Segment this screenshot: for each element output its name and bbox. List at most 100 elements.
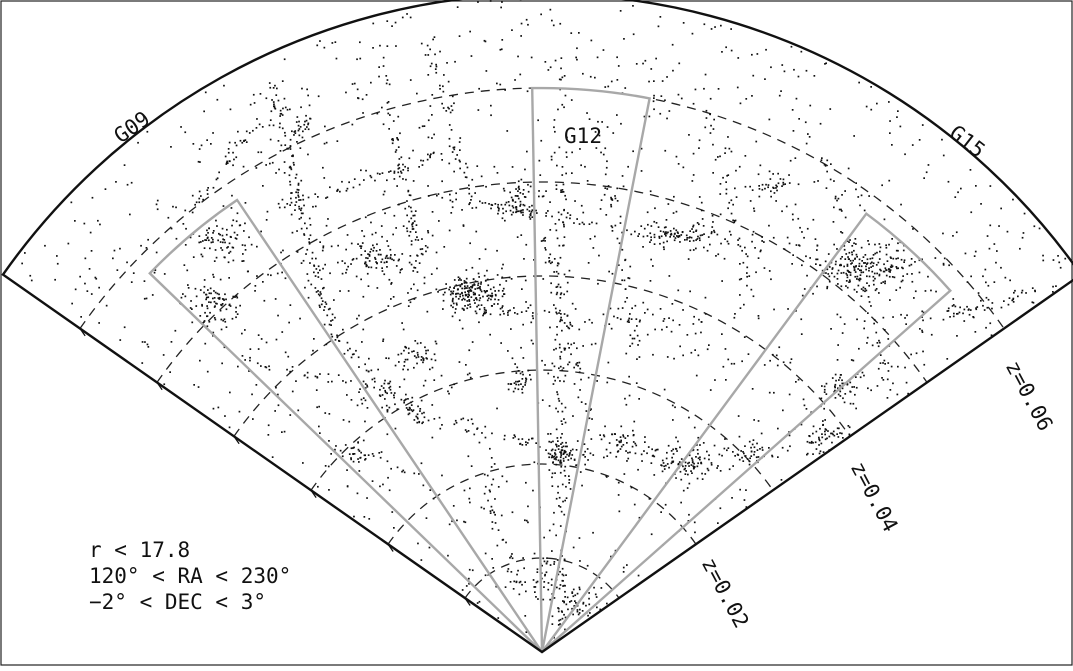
galaxy-point	[409, 157, 411, 159]
galaxy-point	[693, 231, 695, 233]
galaxy-point	[319, 373, 321, 375]
galaxy-point	[661, 329, 663, 331]
galaxy-point	[291, 192, 293, 194]
galaxy-point	[991, 308, 993, 310]
galaxy-point	[517, 313, 519, 315]
galaxy-point	[519, 205, 521, 207]
galaxy-point	[169, 371, 171, 373]
galaxy-point	[289, 414, 291, 416]
galaxy-point	[199, 360, 201, 362]
galaxy-point	[620, 426, 622, 428]
galaxy-point	[297, 410, 299, 412]
galaxy-point	[579, 587, 581, 589]
galaxy-point	[519, 210, 521, 212]
galaxy-point	[738, 415, 740, 417]
galaxy-point	[320, 291, 322, 293]
galaxy-point	[551, 550, 553, 552]
galaxy-point	[220, 247, 222, 249]
galaxy-point	[568, 475, 570, 477]
galaxy-point	[361, 341, 363, 343]
galaxy-point	[302, 462, 304, 464]
galaxy-point	[386, 392, 388, 394]
galaxy-point	[728, 243, 730, 245]
galaxy-point	[201, 145, 203, 147]
galaxy-point	[524, 519, 526, 521]
galaxy-point	[563, 446, 565, 448]
galaxy-point	[776, 355, 778, 357]
galaxy-point	[561, 611, 563, 613]
galaxy-point	[641, 460, 643, 462]
galaxy-point	[527, 506, 529, 508]
galaxy-point	[427, 350, 429, 352]
galaxy-point	[772, 187, 774, 189]
galaxy-point	[537, 598, 539, 600]
galaxy-point	[364, 459, 366, 461]
galaxy-point	[789, 445, 791, 447]
galaxy-point	[214, 301, 216, 303]
galaxy-point	[764, 188, 766, 190]
galaxy-point	[491, 457, 493, 459]
galaxy-point	[305, 253, 307, 255]
galaxy-point	[704, 458, 706, 460]
galaxy-point	[408, 305, 410, 307]
galaxy-point	[456, 303, 458, 305]
galaxy-point	[746, 276, 748, 278]
galaxy-point	[884, 360, 886, 362]
galaxy-point	[206, 230, 208, 232]
galaxy-point	[912, 228, 914, 230]
galaxy-point	[543, 581, 545, 583]
galaxy-point	[647, 235, 649, 237]
galaxy-point	[510, 383, 512, 385]
galaxy-point	[426, 517, 428, 519]
galaxy-point	[307, 154, 309, 156]
galaxy-point	[571, 591, 573, 593]
galaxy-point	[507, 312, 509, 314]
galaxy-point	[509, 557, 511, 559]
galaxy-point	[470, 306, 472, 308]
galaxy-point	[513, 588, 515, 590]
galaxy-point	[395, 151, 397, 153]
galaxy-point	[469, 242, 471, 244]
galaxy-point	[583, 602, 585, 604]
galaxy-point	[561, 433, 563, 435]
galaxy-point	[522, 557, 524, 559]
galaxy-point	[491, 293, 493, 295]
galaxy-point	[381, 407, 383, 409]
galaxy-point	[269, 87, 271, 89]
galaxy-point	[792, 109, 794, 111]
galaxy-point	[720, 25, 722, 27]
galaxy-point	[363, 397, 365, 399]
galaxy-point	[527, 522, 529, 524]
galaxy-point	[413, 473, 415, 475]
galaxy-point	[356, 258, 358, 260]
galaxy-point	[456, 422, 458, 424]
galaxy-point	[786, 206, 788, 208]
galaxy-point	[394, 172, 396, 174]
galaxy-point	[556, 188, 558, 190]
galaxy-point	[453, 171, 455, 173]
galaxy-point	[567, 212, 569, 214]
galaxy-point	[324, 412, 326, 414]
galaxy-point	[432, 211, 434, 213]
galaxy-point	[584, 464, 586, 466]
galaxy-point	[235, 237, 237, 239]
galaxy-point	[906, 314, 908, 316]
galaxy-point	[806, 70, 808, 72]
galaxy-point	[726, 189, 728, 191]
galaxy-point	[307, 377, 309, 379]
galaxy-point	[591, 344, 593, 346]
galaxy-point	[472, 267, 474, 269]
galaxy-point	[827, 286, 829, 288]
galaxy-point	[610, 452, 612, 454]
galaxy-point	[749, 460, 751, 462]
galaxy-point	[302, 199, 304, 201]
galaxy-point	[553, 349, 555, 351]
galaxy-point	[666, 458, 668, 460]
galaxy-point	[354, 453, 356, 455]
galaxy-point	[538, 196, 540, 198]
galaxy-point	[588, 592, 590, 594]
galaxy-point	[268, 365, 270, 367]
galaxy-point	[271, 99, 273, 101]
galaxy-point	[480, 283, 482, 285]
galaxy-point	[792, 214, 794, 216]
